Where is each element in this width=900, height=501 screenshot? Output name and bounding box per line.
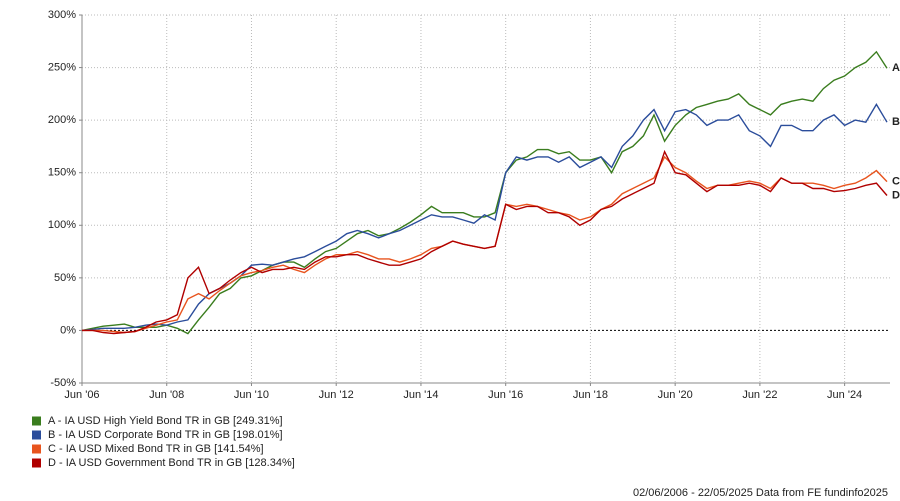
y-tick-label: 250% [48,61,76,73]
y-tick-label: 100% [48,219,76,231]
x-tick-label: Jun '22 [742,389,777,401]
y-tick-label: -50% [50,377,76,389]
x-tick-label: Jun '24 [827,389,862,401]
x-tick-label: Jun '20 [658,389,693,401]
legend-swatch [32,416,41,426]
x-tick-label: Jun '16 [488,389,523,401]
series-line [81,50,888,335]
legend-label: D - IA USD Government Bond TR in GB [128… [48,457,295,469]
y-tick-label: 150% [48,167,76,179]
end-label: D [892,189,900,201]
legend-swatch [32,430,41,440]
end-label: B [892,116,900,128]
y-tick-label: 300% [48,9,76,21]
series-line [82,149,888,335]
legend-label: B - IA USD Corporate Bond TR in GB [198.… [48,429,283,441]
legend-label: C - IA USD Mixed Bond TR in GB [141.54%] [48,443,264,455]
y-tick-label: 50% [54,272,76,284]
legend-swatch [32,444,41,454]
x-tick-label: Jun '18 [573,389,608,401]
legend-swatch [32,458,41,468]
end-label: C [892,176,900,188]
x-tick-label: Jun '12 [319,389,354,401]
y-tick-label: 200% [48,114,76,126]
footer: 02/06/2006 - 22/05/2025 Data from FE fun… [633,487,888,499]
x-tick-label: Jun '06 [64,389,99,401]
end-label: A [892,62,900,74]
x-tick-label: Jun '14 [403,389,438,401]
x-tick-label: Jun '10 [234,389,269,401]
legend-label: A - IA USD High Yield Bond TR in GB [249… [48,415,283,427]
x-tick-label: Jun '08 [149,389,184,401]
y-tick-label: 0% [60,324,76,336]
series-line [82,155,888,334]
